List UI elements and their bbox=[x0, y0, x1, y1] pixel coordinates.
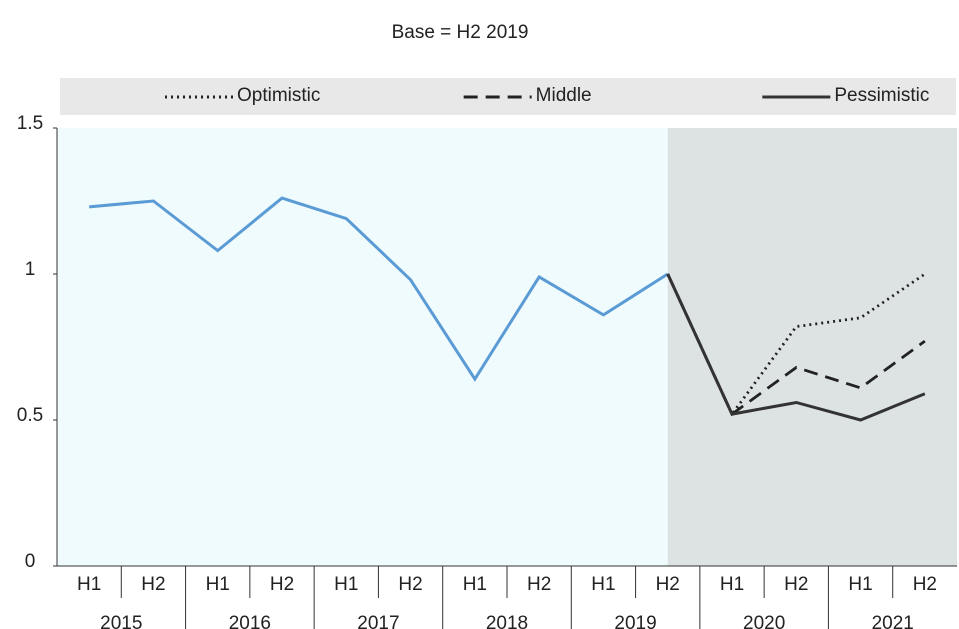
y-tick-label: 0.5 bbox=[17, 405, 43, 426]
year-label: 2021 bbox=[872, 613, 914, 629]
x-tick-label: H1 bbox=[334, 574, 358, 595]
x-tick-label: H2 bbox=[527, 574, 551, 595]
x-tick-label: H2 bbox=[656, 574, 680, 595]
series-line bbox=[666, 273, 926, 422]
x-tick-label: H1 bbox=[77, 574, 101, 595]
x-tick-label: H1 bbox=[720, 574, 744, 595]
year-label: 2019 bbox=[614, 613, 656, 629]
year-label: 2016 bbox=[229, 613, 271, 629]
y-tick-label: 1 bbox=[25, 259, 36, 280]
projection-area bbox=[667, 128, 957, 566]
year-label: 2015 bbox=[100, 613, 142, 629]
x-tick-label: H2 bbox=[270, 574, 294, 595]
x-tick-label: H2 bbox=[398, 574, 422, 595]
x-tick-label: H1 bbox=[591, 574, 615, 595]
legend-label: Middle bbox=[536, 85, 592, 106]
x-tick-label: H2 bbox=[913, 574, 937, 595]
series-line bbox=[89, 196, 669, 382]
year-label: 2017 bbox=[357, 613, 399, 629]
legend-label: Optimistic bbox=[237, 85, 320, 106]
series-line bbox=[666, 273, 926, 417]
y-tick-label: 0 bbox=[25, 551, 36, 572]
x-tick-label: H1 bbox=[848, 574, 872, 595]
x-tick-label: H2 bbox=[784, 574, 808, 595]
x-tick-label: H1 bbox=[463, 574, 487, 595]
y-tick-label: 1.5 bbox=[17, 113, 43, 134]
year-label: 2018 bbox=[486, 613, 528, 629]
year-label: 2020 bbox=[743, 613, 785, 629]
x-tick-label: H1 bbox=[206, 574, 230, 595]
legend-label: Pessimistic bbox=[834, 85, 929, 106]
chart-title: Base = H2 2019 bbox=[392, 22, 529, 43]
x-tick-label: H2 bbox=[141, 574, 165, 595]
